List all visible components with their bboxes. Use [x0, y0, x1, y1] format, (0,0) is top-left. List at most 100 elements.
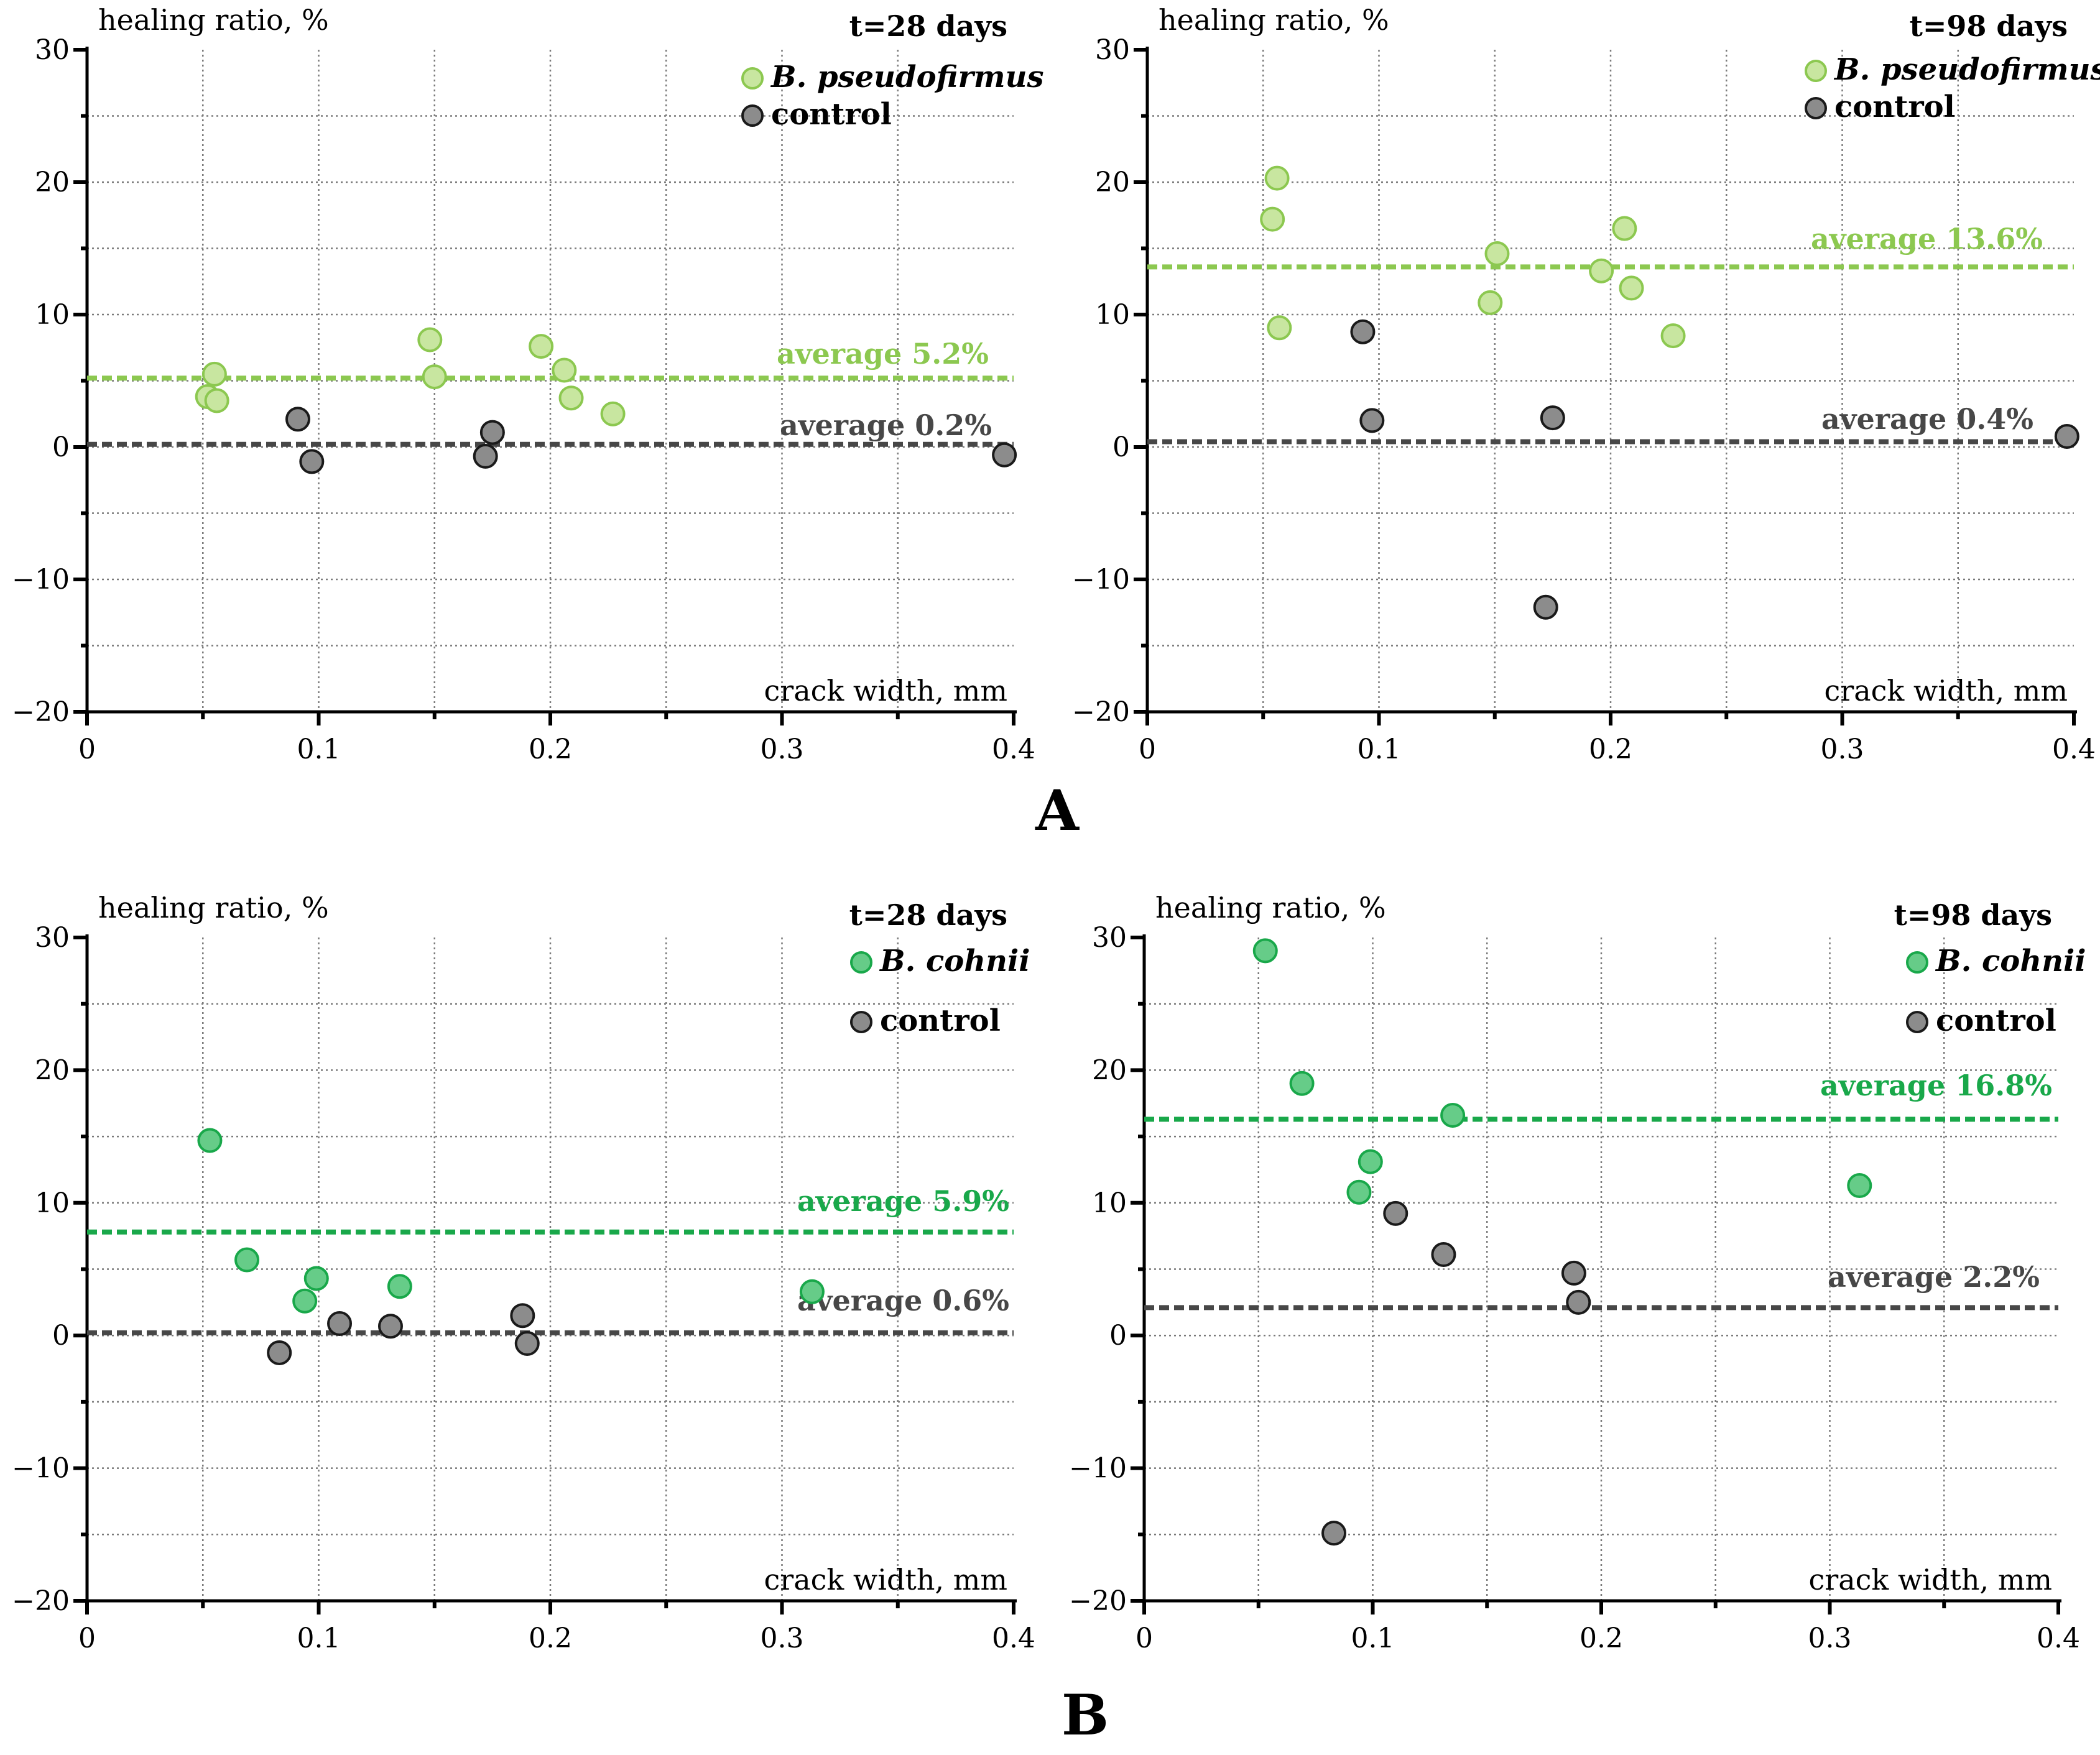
legend-marker [1805, 60, 1827, 82]
legend-marker [741, 67, 764, 90]
average-label-word: average [1821, 402, 1956, 436]
average-label: average 0.2% [780, 408, 992, 442]
x-axis-label: crack width, mm [764, 1563, 1007, 1596]
x-tick-label: 0 [1139, 734, 1156, 765]
legend-marker [850, 951, 872, 974]
x-tick-label: 0 [1136, 1623, 1153, 1654]
data-point-bacteria [1260, 206, 1285, 232]
average-label-word: average [1811, 222, 1946, 256]
x-tick-label: 0.3 [1821, 734, 1864, 765]
data-point-bacteria [552, 357, 577, 383]
data-point-bacteria [1252, 938, 1278, 964]
data-point-bacteria [1358, 1149, 1383, 1174]
average-label-value: 5.2% [912, 337, 989, 371]
data-point-control [1359, 408, 1385, 433]
data-point-control [1321, 1521, 1347, 1546]
data-point-control [2054, 423, 2079, 449]
legend-marker [1906, 951, 1928, 974]
x-tick-label: 0.2 [1589, 734, 1632, 765]
y-tick-label: 0 [1112, 431, 1130, 463]
data-point-bacteria [1346, 1179, 1372, 1205]
average-label-word: average [777, 337, 912, 371]
x-tick-label: 0.3 [761, 1623, 804, 1654]
x-tick-label: 0 [78, 734, 96, 765]
y-tick-label: 10 [35, 299, 70, 331]
data-point-bacteria [1289, 1071, 1315, 1096]
data-point-control [327, 1310, 353, 1336]
data-point-bacteria [201, 361, 227, 387]
data-point-bacteria [799, 1279, 825, 1304]
x-tick-label: 0.3 [761, 734, 804, 765]
x-tick-label: 0.4 [2052, 734, 2096, 765]
legend-label: B. cohnii [1935, 944, 2086, 979]
chart-title: t=98 days [1894, 898, 2052, 932]
average-label: average 5.2% [777, 337, 989, 371]
legend-label: B. pseudofirmus [770, 60, 1044, 94]
data-point-control [1431, 1242, 1456, 1268]
data-point-control [1383, 1200, 1408, 1226]
x-tick-label: 0.4 [992, 1623, 1035, 1654]
average-label-value: 16.8% [1955, 1069, 2052, 1102]
average-label-word: average [780, 408, 915, 442]
average-label-value: 0.4% [1956, 402, 2033, 436]
data-point-control [285, 407, 310, 432]
legend-label: control [880, 1003, 1001, 1038]
chart-b-98-days: −20 −10 0 10 20 30 0 0.1 0.2 0.3 0.4 healing ratio,… [1069, 891, 2086, 1654]
x-axis-label: crack width, mm [1824, 674, 2068, 707]
data-point-bacteria [303, 1266, 329, 1291]
y-tick-label: 0 [1109, 1320, 1127, 1352]
x-tick-label: 0.1 [1351, 1623, 1395, 1654]
y-axis-label: healing ratio, % [1155, 891, 1386, 924]
data-point-bacteria [1478, 290, 1503, 315]
y-tick-label: 10 [35, 1187, 70, 1219]
x-tick-label: 0.1 [297, 734, 341, 765]
y-tick-label: 20 [1095, 167, 1130, 198]
data-point-control [267, 1340, 292, 1365]
data-point-control [1561, 1260, 1586, 1286]
data-point-bacteria [600, 401, 626, 426]
y-axis-label: healing ratio, % [98, 3, 329, 37]
data-point-control [1566, 1289, 1591, 1315]
average-label-word: average [1820, 1069, 1955, 1102]
y-tick-label: 0 [52, 431, 70, 463]
data-point-bacteria [1264, 165, 1290, 191]
x-tick-label: 0.2 [529, 1623, 572, 1654]
y-tick-label: −20 [1069, 1585, 1127, 1617]
y-tick-label: −20 [1072, 696, 1130, 728]
average-label-value: 5.9% [932, 1184, 1009, 1218]
legend-label: control [1834, 90, 1955, 124]
legend-label: B. pseudofirmus [1833, 52, 2100, 87]
y-tick-label: 30 [1095, 34, 1130, 66]
panel-label-a: A [1035, 778, 1080, 844]
legend-marker [1906, 1011, 1928, 1033]
y-tick-label: −10 [1069, 1453, 1127, 1485]
data-point-control [514, 1331, 540, 1357]
data-point-control [992, 442, 1017, 468]
legend-marker [1805, 97, 1827, 119]
x-tick-label: 0.4 [2037, 1623, 2080, 1654]
data-point-control [510, 1303, 535, 1329]
average-label-value: 0.6% [932, 1284, 1009, 1317]
y-tick-label: −10 [1072, 564, 1130, 596]
data-point-control [1533, 594, 1558, 620]
data-point-bacteria [292, 1288, 318, 1314]
x-tick-label: 0.2 [1580, 1623, 1623, 1654]
data-point-control [473, 443, 498, 469]
data-point-bacteria [1847, 1173, 1872, 1199]
legend-marker [741, 104, 764, 127]
average-label: average 5.9% [797, 1184, 1009, 1218]
chart-b-28-days: −20 −10 0 10 20 30 0 0.1 0.2 0.3 0.4 healing ratio,… [12, 891, 1035, 1654]
data-point-bacteria [529, 334, 554, 359]
data-point-bacteria [1484, 241, 1510, 267]
chart-a-98-days: −20 −10 0 10 20 30 0 0.1 0.2 0.3 0.4 healing ratio,… [1072, 3, 2100, 765]
data-point-bacteria [234, 1247, 260, 1273]
data-point-bacteria [197, 1128, 223, 1153]
data-point-bacteria [422, 364, 447, 390]
legend-label: B. cohnii [879, 944, 1030, 979]
legend-label: control [1936, 1003, 2056, 1038]
chart-a-28-days: −20 −10 0 10 20 30 0 0.1 0.2 0.3 0.4 healing ratio,… [12, 3, 1043, 765]
y-axis-label: healing ratio, % [98, 891, 329, 924]
data-point-control [299, 449, 325, 474]
